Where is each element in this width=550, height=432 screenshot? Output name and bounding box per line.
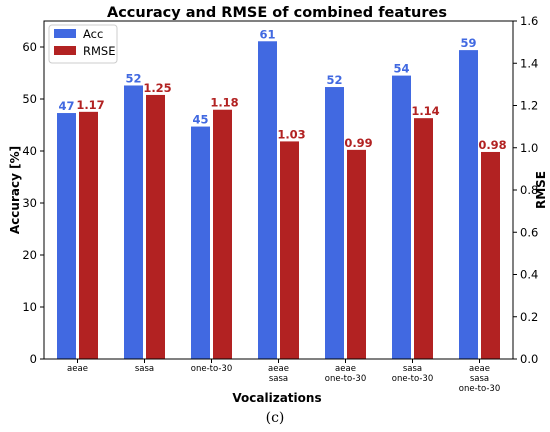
x-tick-label-line: sasa: [403, 364, 422, 374]
data-label-acc: 52: [326, 73, 342, 87]
x-tick-label-line: sasa: [135, 364, 154, 374]
figure-caption: (c): [265, 410, 285, 426]
y-tick-label: 50: [22, 92, 37, 106]
data-label-acc: 45: [192, 113, 208, 127]
y-tick-label: 60: [22, 40, 37, 54]
bar-rmse: [280, 141, 299, 359]
data-label-rmse: 1.17: [76, 98, 104, 112]
y2-tick-label: 0.2: [520, 310, 538, 324]
data-label-rmse: 1.03: [277, 127, 305, 141]
legend-swatch-acc: [54, 29, 76, 38]
y-tick-label: 10: [22, 300, 37, 314]
y-tick-label: 20: [22, 248, 37, 262]
y2-tick-label: 1.6: [520, 14, 538, 28]
bar-acc: [57, 113, 76, 359]
y2-tick-label: 0.0: [520, 352, 538, 366]
bar-rmse: [213, 109, 232, 359]
y2-tick-label: 0.4: [520, 268, 538, 282]
data-label-acc: 52: [125, 71, 141, 85]
bar-acc: [392, 75, 411, 359]
data-label-acc: 54: [393, 62, 409, 76]
y-tick-label: 0: [30, 352, 37, 366]
x-tick-label-line: sasa: [470, 374, 489, 384]
x-tick-label-line: one-to-30: [325, 374, 366, 384]
legend-label-acc: Acc: [83, 27, 103, 41]
x-tick-label-line: aeae: [469, 364, 490, 374]
bar-rmse: [414, 118, 433, 359]
x-tick-label-line: one-to-30: [459, 384, 500, 394]
x-tick-label-line: sasa: [269, 374, 288, 384]
bar-rmse: [481, 151, 500, 359]
data-label-acc: 61: [259, 27, 275, 41]
y2-tick-label: 0.6: [520, 225, 538, 239]
data-label-rmse: 1.25: [143, 81, 171, 95]
bar-rmse: [79, 111, 98, 360]
x-tick-label: sasa one-to-30: [392, 364, 433, 384]
x-tick-label-line: aeae: [67, 364, 88, 374]
y2-tick-label: 1.0: [520, 141, 538, 155]
bar-acc: [459, 50, 478, 360]
data-label-acc: 47: [58, 99, 74, 113]
y-tick-label: 40: [22, 144, 37, 158]
x-tick-label: aeae one-to-30: [325, 364, 366, 384]
bar-rmse: [347, 149, 366, 359]
legend-label-rmse: RMSE: [83, 44, 115, 58]
legend: Acc RMSE: [48, 24, 118, 64]
y2-tick-label: 1.2: [520, 99, 538, 113]
bar-acc: [258, 41, 277, 359]
data-label-rmse: 1.18: [210, 96, 238, 110]
chart: Accuracy and RMSE of combined features 0…: [8, 5, 548, 405]
y-tick-label: 30: [22, 196, 37, 210]
data-label-rmse: 1.14: [411, 104, 439, 118]
y2-tick-label: 1.4: [520, 56, 538, 70]
chart-marks: 0 10 20 30 40 50 60 0.0 0.2 0.4 0.6 0.8 1.0 1.2 1.4 1.6…: [22, 14, 538, 394]
x-tick-label: aeae sasa one-to-30: [459, 364, 500, 394]
bar-acc: [325, 87, 344, 359]
data-label-acc: 59: [460, 36, 476, 50]
y2-tick-label: 0.8: [520, 183, 538, 197]
x-tick-label-line: one-to-30: [191, 364, 232, 374]
x-tick-label-line: one-to-30: [392, 374, 433, 384]
x-axis-label: Vocalizations: [232, 391, 321, 405]
bar-acc: [124, 85, 143, 359]
chart-title: Accuracy and RMSE of combined features: [107, 5, 447, 21]
x-tick-label-line: aeae: [268, 364, 289, 374]
x-tick-label-line: aeae: [335, 364, 356, 374]
y-axis-label: Accuracy [%]: [8, 146, 22, 234]
x-tick-label: aeae: [67, 364, 88, 374]
plot-frame: [43, 20, 514, 360]
y2-axis-label: RMSE: [534, 171, 548, 209]
x-tick-label: aeae sasa: [268, 364, 289, 384]
x-tick-label: sasa: [135, 364, 154, 374]
data-label-rmse: 0.99: [344, 136, 372, 150]
legend-swatch-rmse: [54, 46, 76, 55]
bar-acc: [191, 126, 210, 359]
bar-rmse: [146, 94, 165, 359]
data-label-rmse: 0.98: [478, 138, 506, 152]
x-tick-label: one-to-30: [191, 364, 232, 374]
